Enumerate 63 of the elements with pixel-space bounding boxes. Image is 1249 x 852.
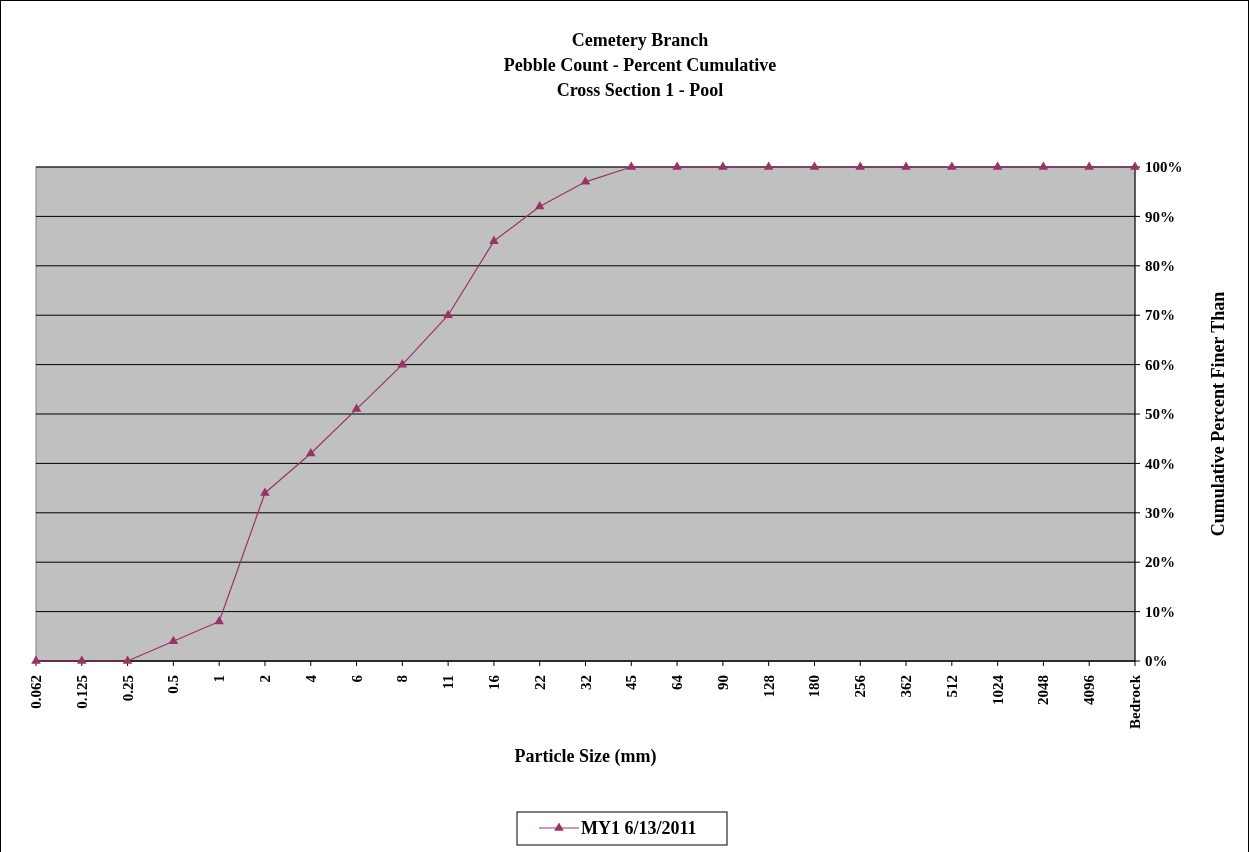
- point: [122, 655, 133, 664]
- point: [168, 635, 179, 645]
- point: [214, 615, 224, 625]
- x-axis-title: Particle Size (mm): [514, 746, 657, 767]
- legend-label: MY1 6/13/2011: [581, 818, 697, 839]
- x-tick-label: 8: [394, 675, 411, 683]
- x-tick-label: 4: [302, 674, 319, 683]
- y-tick-label: 40%: [1145, 455, 1175, 472]
- point: [76, 655, 87, 664]
- x-tick-label: 256: [852, 674, 869, 698]
- point: [351, 403, 362, 412]
- x-tick-label: 180: [806, 675, 823, 698]
- point: [397, 359, 408, 368]
- x-tick-label: 45: [623, 675, 640, 690]
- x-tick-label: 1024: [989, 674, 1006, 705]
- chart-title: Cemetery Branch Pebble Count - Percent Cumulative Cross Section 1 - Pool: [503, 30, 777, 100]
- y-tick-label: 60%: [1145, 356, 1175, 373]
- x-tick-label: 4096: [1081, 674, 1098, 705]
- point: [1084, 161, 1095, 170]
- x-tick-label: 0.062: [28, 675, 44, 709]
- point: [901, 161, 911, 170]
- point: [992, 161, 1003, 170]
- x-tick-label: 6: [348, 674, 365, 683]
- x-tick-label: 0.5: [165, 675, 182, 694]
- x-tick-label: 2048: [1035, 675, 1052, 705]
- point: [626, 161, 637, 170]
- point: [534, 200, 545, 210]
- point: [855, 161, 866, 170]
- point: [305, 447, 316, 457]
- y-tick-label: 10%: [1145, 603, 1175, 620]
- point: [443, 309, 453, 318]
- x-tick-label: 128: [760, 675, 777, 698]
- y-tick-label: 30%: [1145, 505, 1175, 522]
- x-tick-label: 32: [577, 675, 594, 690]
- point: [672, 161, 682, 170]
- point: [489, 235, 499, 244]
- x-tick-label: 1: [211, 675, 228, 683]
- x-tick-label: 0.125: [73, 675, 90, 709]
- x-tick-label: 362: [898, 675, 915, 698]
- x-tick-label: 16: [485, 674, 502, 690]
- point: [763, 161, 774, 170]
- x-tick-label: 90: [714, 675, 731, 690]
- point: [809, 161, 820, 170]
- y-tick-label: 70%: [1145, 307, 1175, 324]
- point: [718, 161, 728, 170]
- x-tick-label: 2: [256, 675, 273, 683]
- point: [1038, 161, 1049, 170]
- x-tick-label: 64: [669, 674, 686, 690]
- point: [947, 161, 957, 170]
- y-tick-label: 20%: [1145, 554, 1175, 571]
- y-tick-label: 80%: [1145, 258, 1175, 275]
- point: [260, 487, 270, 496]
- y-axis-title: Cumulative Percent Finer Than: [1208, 291, 1228, 537]
- y-tick-label: 0%: [1145, 653, 1168, 670]
- x-tick-label: 11: [440, 675, 457, 690]
- point: [580, 176, 591, 185]
- y-tick-label: 90%: [1145, 208, 1175, 225]
- y-tick-label: 50%: [1145, 406, 1175, 423]
- x-tick-label: 22: [531, 675, 548, 690]
- x-tick-label: Bedrock: [1127, 674, 1143, 729]
- y-tick-label: 100%: [1145, 159, 1183, 176]
- x-tick-label: 0.25: [119, 675, 136, 702]
- x-tick-label: 512: [943, 675, 960, 698]
